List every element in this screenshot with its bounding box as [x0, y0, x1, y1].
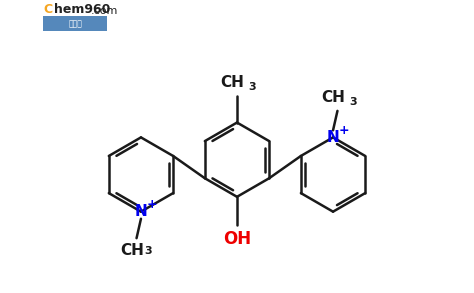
Text: CH: CH	[220, 75, 245, 90]
Text: .com: .com	[91, 6, 118, 16]
Text: C: C	[43, 3, 53, 16]
FancyBboxPatch shape	[43, 16, 107, 30]
Text: CH: CH	[321, 90, 345, 105]
Text: N: N	[327, 130, 339, 145]
Text: 3: 3	[144, 246, 152, 256]
Text: CH: CH	[120, 243, 144, 258]
Text: 3: 3	[249, 82, 256, 93]
Text: +: +	[146, 198, 157, 211]
Text: N: N	[135, 204, 147, 219]
Text: OH: OH	[223, 230, 251, 248]
Text: hem960: hem960	[54, 3, 110, 16]
Text: 化工网: 化工网	[68, 19, 82, 28]
Text: +: +	[338, 124, 349, 137]
Text: 3: 3	[349, 97, 357, 107]
